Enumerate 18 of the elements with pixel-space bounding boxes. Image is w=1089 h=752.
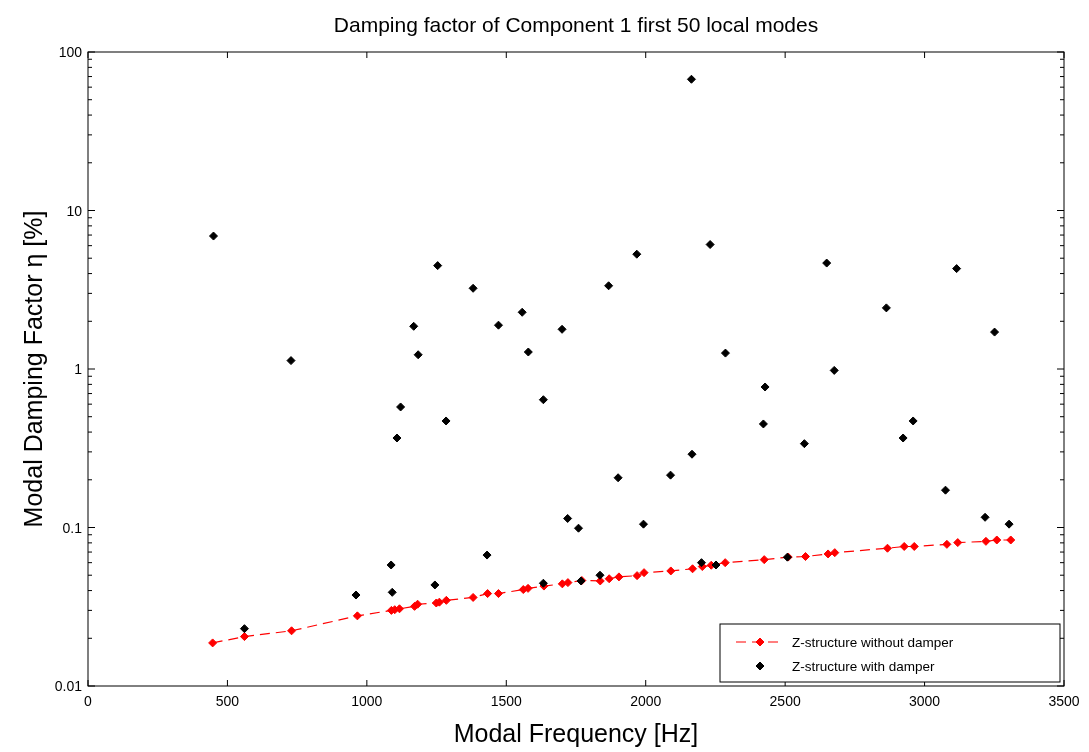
- legend-label: Z-structure without damper: [792, 635, 954, 650]
- chart-title: Damping factor of Component 1 first 50 local modes: [333, 13, 819, 36]
- x-axis-title: Modal Frequency [Hz]: [453, 719, 699, 747]
- x-tick-label: 3000: [908, 693, 941, 709]
- y-tick-label: 10: [66, 202, 83, 219]
- y-tick-label: 1: [74, 361, 83, 377]
- y-axis-title: Modal Damping Factor η [%]: [19, 210, 47, 528]
- legend-label: Z-structure with damper: [792, 659, 936, 674]
- y-tick-label: 100: [58, 44, 83, 60]
- x-tick-label: 2500: [769, 693, 801, 709]
- x-tick-label: 0: [84, 693, 93, 709]
- x-tick-label: 2000: [630, 693, 662, 709]
- y-tick-label: 0.01: [54, 678, 83, 694]
- y-tick-label: 0.1: [62, 519, 83, 536]
- x-tick-label: 3500: [1048, 693, 1080, 709]
- x-tick-label: 1000: [351, 693, 383, 709]
- x-tick-label: 500: [215, 693, 240, 709]
- x-tick-label: 1500: [490, 693, 523, 709]
